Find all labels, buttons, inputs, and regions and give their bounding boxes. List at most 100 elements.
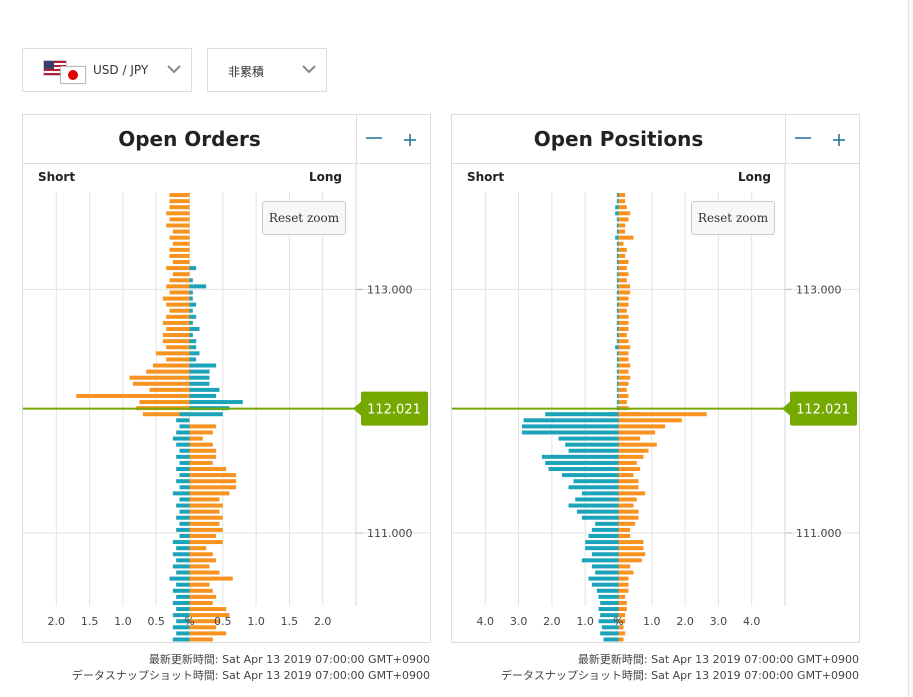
long-bar bbox=[189, 278, 193, 283]
short-bar bbox=[142, 412, 190, 417]
short-bar bbox=[169, 199, 190, 204]
long-bar bbox=[618, 369, 629, 374]
short-bar bbox=[598, 619, 619, 624]
short-bar bbox=[169, 253, 190, 258]
long-bar bbox=[189, 600, 213, 605]
long-bar bbox=[618, 631, 626, 636]
long-bar bbox=[189, 308, 193, 313]
short-bar bbox=[172, 588, 190, 593]
long-bar bbox=[618, 284, 631, 289]
long-bar bbox=[618, 436, 641, 441]
long-bar bbox=[618, 613, 626, 618]
long-bar bbox=[618, 625, 624, 630]
long-bar bbox=[189, 570, 220, 575]
panel-title: Open Positions bbox=[533, 127, 704, 151]
short-bar bbox=[615, 205, 619, 210]
short-bar bbox=[616, 199, 619, 204]
long-bar bbox=[618, 235, 634, 240]
current-price-label: 112.021 bbox=[796, 403, 850, 418]
short-bar bbox=[616, 266, 619, 271]
long-bar bbox=[189, 326, 200, 331]
open-orders-chart[interactable]: 113.000 111.000 112.021 2.0 1.5 1.0 0.5% 0.5 1.0… bbox=[23, 115, 430, 642]
long-bar bbox=[618, 527, 631, 532]
long-bar bbox=[189, 533, 217, 538]
footer-snapshot-time: データスナップショット時間: Sat Apr 13 2019 07:00:00 … bbox=[500, 669, 859, 682]
long-bar bbox=[618, 393, 629, 398]
long-bar bbox=[189, 515, 223, 520]
long-bar bbox=[618, 320, 629, 325]
short-bar bbox=[575, 497, 619, 502]
short-bar bbox=[176, 479, 190, 484]
long-bar bbox=[189, 503, 223, 508]
open-positions-chart[interactable]: 113.000 111.000 112.021 4.0 3.0 2.0 1.0% 1.0 2.0… bbox=[452, 115, 859, 642]
short-bar bbox=[565, 442, 619, 447]
long-bar bbox=[189, 381, 210, 386]
mode-select[interactable]: 非累積 bbox=[207, 48, 327, 92]
short-bar bbox=[166, 223, 190, 228]
long-bar bbox=[618, 278, 627, 283]
short-bar bbox=[616, 339, 619, 344]
short-bar bbox=[561, 473, 619, 478]
long-bar bbox=[189, 485, 237, 490]
reset-zoom-button[interactable]: Reset zoom bbox=[691, 201, 775, 235]
page-scrollbar[interactable] bbox=[908, 0, 913, 697]
long-bar bbox=[189, 448, 217, 453]
long-bar bbox=[189, 619, 220, 624]
short-bar bbox=[166, 266, 190, 271]
long-bar bbox=[189, 393, 217, 398]
long-bar bbox=[618, 223, 626, 228]
short-bar bbox=[176, 582, 190, 587]
short-bar bbox=[176, 527, 190, 532]
long-label: Long bbox=[309, 170, 343, 184]
short-bar bbox=[521, 424, 619, 429]
zoom-out-button[interactable] bbox=[792, 127, 814, 149]
long-bar bbox=[189, 558, 217, 563]
short-bar bbox=[169, 193, 190, 198]
short-bar bbox=[162, 333, 190, 338]
currency-pair-select[interactable]: USD / JPY bbox=[22, 48, 192, 92]
short-bar bbox=[545, 460, 619, 465]
reset-zoom-button[interactable]: Reset zoom bbox=[262, 201, 346, 235]
short-bar bbox=[616, 223, 619, 228]
short-bar bbox=[166, 314, 190, 319]
long-bar bbox=[189, 607, 227, 612]
short-bar bbox=[169, 235, 190, 240]
long-bar bbox=[618, 607, 627, 612]
long-bar bbox=[618, 247, 627, 252]
long-bar bbox=[618, 217, 629, 222]
short-bar bbox=[616, 217, 619, 222]
long-bar bbox=[189, 424, 217, 429]
long-bar bbox=[618, 564, 631, 569]
short-bar bbox=[591, 527, 619, 532]
long-bar bbox=[618, 558, 642, 563]
short-bar bbox=[172, 552, 190, 557]
long-bar bbox=[189, 613, 230, 618]
zoom-in-button[interactable] bbox=[828, 127, 850, 149]
long-bar bbox=[618, 302, 629, 307]
long-bar bbox=[189, 369, 210, 374]
short-bar bbox=[600, 600, 619, 605]
long-bar bbox=[189, 296, 193, 301]
short-bar bbox=[548, 467, 619, 472]
long-bar bbox=[618, 333, 627, 338]
long-bar bbox=[189, 436, 203, 441]
jp-flag-icon bbox=[60, 66, 86, 84]
long-bar bbox=[618, 199, 626, 204]
zoom-out-button[interactable] bbox=[363, 127, 385, 149]
short-bar bbox=[149, 387, 190, 392]
long-bar bbox=[618, 412, 707, 417]
short-bar bbox=[615, 235, 619, 240]
current-price-badge bbox=[353, 391, 428, 426]
short-bar bbox=[541, 454, 619, 459]
y-tick-label: 113.000 bbox=[796, 283, 842, 296]
zoom-in-button[interactable] bbox=[399, 127, 421, 149]
long-bar bbox=[618, 594, 626, 599]
short-bar bbox=[576, 509, 619, 514]
long-bar bbox=[618, 619, 626, 624]
short-bar bbox=[176, 442, 190, 447]
footer-updated-time: 最新更新時間: Sat Apr 13 2019 07:00:00 GMT+090… bbox=[148, 653, 430, 666]
short-label: Short bbox=[38, 170, 76, 184]
short-bar bbox=[616, 290, 619, 295]
panel-title: Open Orders bbox=[118, 127, 261, 151]
short-bar bbox=[152, 363, 190, 368]
